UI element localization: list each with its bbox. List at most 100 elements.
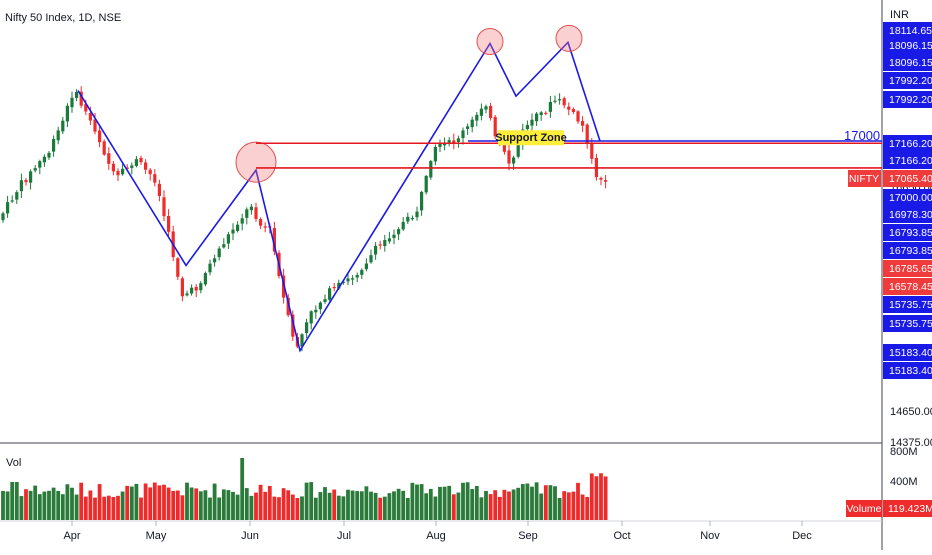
volume-bar (346, 489, 350, 520)
candle-body (226, 234, 230, 244)
symbol-tag-box (848, 170, 881, 187)
volume-bar (318, 492, 323, 520)
candle-body (539, 112, 543, 116)
volume-bar (157, 485, 162, 520)
price-tag-box (883, 72, 932, 89)
volume-bar (350, 490, 355, 520)
volume-tag-value: 119.423M (888, 503, 932, 515)
candle-body (203, 273, 207, 285)
y-tick-label: 14650.00 (890, 406, 932, 418)
volume-bar (511, 489, 516, 520)
volume-bar (60, 494, 65, 520)
candle-body (567, 106, 571, 110)
volume-bar (313, 497, 318, 520)
price-tags: 18114.65 18096.15 18096.15 17992.20 17992.20… (846, 22, 932, 517)
volume-bar (410, 482, 415, 520)
volume-bar (120, 491, 125, 520)
candle-body (75, 92, 79, 98)
volume-bar (194, 488, 199, 520)
candle-body (254, 207, 258, 219)
candle-body (374, 245, 378, 255)
price-tag-box (883, 315, 932, 332)
candle-body (199, 283, 203, 291)
volume-bar (180, 495, 185, 520)
candle-body (121, 168, 125, 175)
volume-bar (42, 491, 47, 520)
volume-bar (332, 489, 337, 520)
candle-body (364, 263, 368, 270)
volume-bar (65, 484, 70, 520)
volume-bar (47, 490, 51, 520)
volume-bar (83, 496, 88, 520)
candle-body (208, 263, 212, 273)
volume-bar (51, 487, 56, 520)
volume-bar (461, 482, 465, 520)
candle-body (102, 141, 106, 155)
candle-body (222, 244, 226, 248)
volume-bar (470, 489, 475, 520)
volume-bar (520, 484, 525, 520)
candle-body (516, 144, 520, 157)
candle-body (429, 161, 433, 178)
candle-body (438, 143, 442, 147)
x-tick-label: Jun (241, 530, 259, 542)
volume-bar (281, 488, 286, 520)
price-tag-box (883, 22, 932, 39)
support-zone-label: Support Zone (495, 132, 567, 144)
candle-body (447, 140, 451, 143)
candle-body (10, 200, 14, 202)
candle-body (286, 297, 290, 316)
candle-body (217, 248, 221, 258)
volume-bar (392, 491, 396, 520)
volume-bar (401, 490, 406, 520)
volume-bar (134, 483, 139, 520)
volume-bar (56, 490, 61, 520)
volume-bar (212, 483, 217, 520)
volume-bar (428, 488, 433, 520)
volume-bar (479, 497, 484, 520)
candle-body (6, 202, 10, 214)
price-tag-box (883, 189, 932, 206)
volume-bar (364, 486, 369, 520)
candle-body (351, 278, 355, 280)
candle-body (47, 152, 51, 158)
candle-body (544, 112, 548, 115)
volume-bar (10, 482, 15, 520)
x-tick-label: Jul (337, 530, 351, 542)
candle-body (272, 228, 276, 252)
candle-body (397, 229, 401, 235)
price-tag-value: 15183.40 (889, 347, 932, 359)
support-zone-box (498, 130, 564, 146)
volume-bar (231, 491, 235, 520)
volume-tag-value-box (883, 500, 932, 517)
volume-bar (79, 482, 84, 520)
candle-body (360, 269, 364, 275)
level-label: 17000 (844, 128, 880, 143)
candle-body (479, 108, 483, 116)
volume-bar (14, 482, 19, 520)
candle-body (305, 322, 309, 334)
price-tag-box (883, 135, 932, 152)
candle-body (116, 170, 120, 176)
volume-bar (125, 485, 130, 520)
volume-bar (203, 490, 208, 520)
volume-bar (396, 488, 401, 520)
candle-body (332, 286, 336, 289)
volume-bar (5, 491, 10, 520)
candle-body (88, 112, 92, 121)
price-tag-box (883, 91, 932, 108)
candle-body (240, 218, 244, 224)
price-tag-value: 17166.20 (889, 138, 932, 150)
volume-bar (525, 483, 530, 520)
candle-body (52, 138, 56, 152)
volume-bar (419, 484, 424, 520)
x-tick-label: Aug (426, 530, 446, 542)
candle-body (401, 221, 405, 230)
volume-bar (323, 487, 327, 520)
candle-body (213, 258, 217, 263)
volume-tick-800m: 800M (890, 446, 918, 458)
price-tag-value: 16785.65 (889, 263, 932, 275)
candle-body (420, 191, 424, 211)
volume-bar (433, 496, 438, 520)
